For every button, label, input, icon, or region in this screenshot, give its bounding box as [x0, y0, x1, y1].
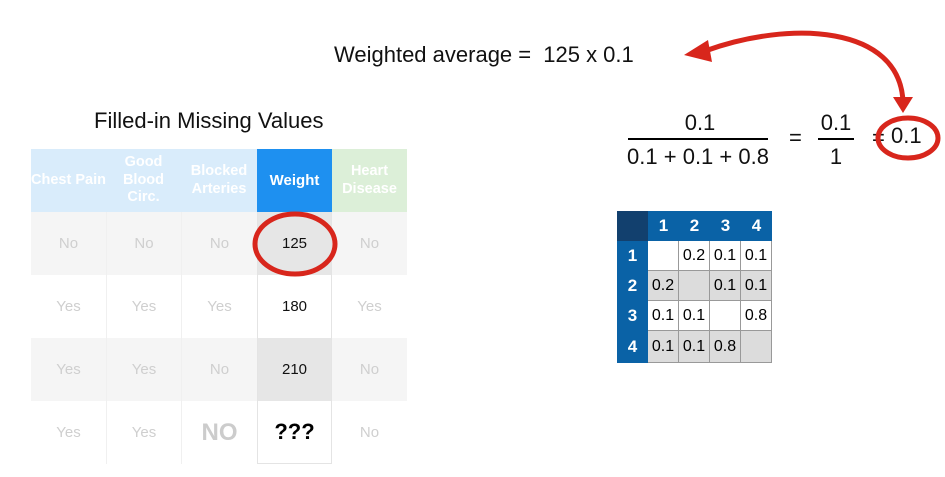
cell: Yes — [56, 361, 81, 378]
result-circle-highlight — [875, 115, 941, 161]
cell: NO — [181, 401, 257, 464]
filled-values-table: Chest Pain Good Blood Circ. Blocked Arte… — [31, 149, 407, 464]
matrix-cell — [710, 301, 741, 331]
arrow-head-left — [684, 40, 712, 62]
cell: No — [359, 424, 380, 441]
fraction-denominator: 0.1 + 0.1 + 0.8 — [627, 144, 769, 169]
matrix-cell: 0.1 — [741, 241, 772, 271]
matrix-cell: 0.1 — [710, 271, 741, 301]
fraction2-bar — [818, 138, 854, 140]
matrix-cell: 0.1 — [710, 241, 741, 271]
header-good-blood-circ: Good Blood Circ. — [106, 149, 181, 212]
cell: Yes — [181, 275, 257, 338]
matrix-cell: 0.1 — [648, 331, 679, 363]
header-chest-pain: Chest Pain — [31, 149, 106, 212]
weighted-average-expression: 125 x 0.1 — [543, 42, 634, 67]
weight-circle-highlight — [252, 211, 338, 277]
cell: Yes — [56, 298, 81, 315]
result-value: 0.1 — [891, 123, 922, 148]
cell: Yes — [106, 275, 181, 338]
weighted-average-equation: Weighted average = 125 x 0.1 — [334, 42, 634, 68]
table-row: Yes Yes NO ??? No — [31, 401, 407, 464]
header-weight: Weight — [257, 149, 332, 212]
matrix-row-header: 1 — [617, 241, 648, 271]
cell: No — [181, 338, 257, 401]
fraction-numerator: 0.1 — [684, 110, 716, 135]
matrix-cell — [741, 331, 772, 363]
matrix-row-header: 3 — [617, 301, 648, 331]
missing-weight-cell: ??? — [257, 401, 332, 464]
header-blocked-arteries: Blocked Arteries — [181, 149, 257, 212]
matrix-col-header: 3 — [710, 211, 741, 241]
curved-arrow-line — [704, 30, 906, 103]
fraction-bar — [628, 138, 768, 140]
table-header-row: Chest Pain Good Blood Circ. Blocked Arte… — [31, 149, 407, 212]
fraction2-denominator: 1 — [829, 144, 843, 169]
matrix-col-header: 2 — [679, 211, 710, 241]
cell: Yes — [106, 338, 181, 401]
matrix-cell: 0.8 — [741, 301, 772, 331]
table-row: Yes Yes No 210 No — [31, 338, 407, 401]
matrix-col-header: 1 — [648, 211, 679, 241]
cell: Yes — [357, 298, 382, 315]
matrix-cell — [679, 271, 710, 301]
cell: No — [58, 235, 79, 252]
equals-sign: = — [789, 125, 802, 150]
matrix-cell: 0.8 — [710, 331, 741, 363]
weight-cell: 180 — [257, 275, 332, 338]
matrix-cell: 0.1 — [679, 301, 710, 331]
table-title: Filled-in Missing Values — [94, 108, 324, 133]
table-row: Yes Yes Yes 180 Yes — [31, 275, 407, 338]
matrix-cell: 0.2 — [679, 241, 710, 271]
matrix-cell — [648, 241, 679, 271]
matrix-col-header: 4 — [741, 211, 772, 241]
matrix-cell: 0.1 — [741, 271, 772, 301]
matrix-cell: 0.1 — [648, 301, 679, 331]
fraction2-numerator: 0.1 — [820, 110, 852, 135]
cell: No — [359, 361, 380, 378]
cell: No — [359, 235, 380, 252]
weight-matrix: 1 2 3 4 1 0.2 0.1 0.1 2 0.2 0.1 0.1 3 0.… — [617, 211, 773, 363]
arrow-head-down — [893, 97, 913, 113]
table-row: No No No 125 No — [31, 212, 407, 275]
matrix-row-header: 2 — [617, 271, 648, 301]
cell: No — [181, 212, 257, 275]
cell: No — [106, 212, 181, 275]
weight-cell: 210 — [257, 338, 332, 401]
header-heart-disease: Heart Disease — [332, 149, 407, 212]
matrix-corner — [617, 211, 648, 241]
matrix-cell: 0.2 — [648, 271, 679, 301]
matrix-cell: 0.1 — [679, 331, 710, 363]
matrix-row-header: 4 — [617, 331, 648, 363]
cell: Yes — [56, 424, 81, 441]
cell: Yes — [106, 401, 181, 464]
weighted-average-label: Weighted average = — [334, 42, 532, 67]
